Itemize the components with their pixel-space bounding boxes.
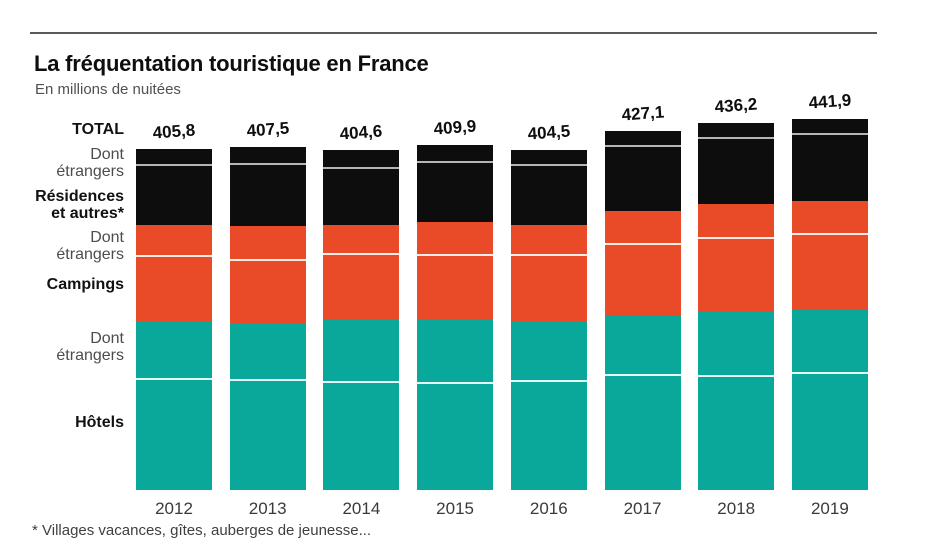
year-label-2012: 2012: [155, 499, 193, 518]
total-value-2015: 409,9: [433, 117, 477, 139]
total-value-2013: 407,5: [245, 119, 290, 141]
bar-2015: [417, 145, 494, 490]
bar-2016: [510, 150, 587, 490]
year-label-2015: 2015: [436, 499, 474, 518]
year-label-2013: 2013: [248, 499, 287, 518]
segment-hotels-2017: [604, 316, 681, 490]
row-label-line: Résidences: [35, 188, 124, 205]
chart-subtitle: En millions de nuitées: [35, 81, 181, 98]
chart-title: La fréquentation touristique en France: [34, 51, 429, 76]
segment-residences-2014: [323, 149, 400, 225]
dont-etrangers-divider: [604, 243, 681, 246]
dont-etrangers-divider: [323, 252, 400, 255]
bar-2013: [229, 147, 306, 490]
year-label-2014: 2014: [342, 499, 381, 518]
segment-campings-2013: [229, 225, 306, 323]
segment-hotels-2018: [698, 311, 775, 490]
row-label-total: TOTAL: [72, 121, 124, 138]
dont-etrangers-divider: [604, 144, 681, 147]
segment-hotels-2015: [417, 320, 494, 490]
dont-etrangers-divider: [510, 254, 587, 257]
segment-hotels-2016: [510, 322, 587, 490]
bar-2014: [323, 149, 400, 490]
bar-2012: [136, 148, 212, 490]
row-label-residences: Résidences et autres*: [14, 188, 124, 222]
dont-etrangers-divider: [229, 258, 306, 261]
dont-etrangers-divider: [698, 374, 775, 377]
segment-residences-2018: [698, 123, 775, 204]
dont-etrangers-divider: [417, 382, 494, 385]
dont-etrangers-divider: [604, 374, 681, 377]
dont-etrangers-divider: [136, 164, 212, 167]
row-label-dont-etrangers-hotels: Dont étrangers: [14, 330, 124, 364]
total-value-2019: 441,9: [807, 90, 852, 113]
dont-etrangers-divider: [791, 371, 868, 374]
row-label-line: et autres*: [51, 205, 124, 222]
segment-campings-2012: [136, 225, 212, 322]
segment-campings-2016: [510, 225, 587, 323]
segment-residences-2017: [604, 131, 681, 211]
year-label-2019: 2019: [810, 499, 849, 518]
segment-campings-2019: [791, 201, 868, 311]
segment-residences-2016: [510, 150, 587, 226]
row-label-line: Dont: [90, 330, 124, 347]
year-label-2017: 2017: [623, 499, 662, 518]
segment-residences-2019: [791, 118, 868, 202]
row-label-line: Dont: [90, 229, 124, 246]
dont-etrangers-divider: [417, 253, 494, 256]
dont-etrangers-divider: [510, 379, 587, 382]
segment-residences-2013: [229, 147, 306, 226]
dont-etrangers-divider: [791, 233, 868, 236]
row-label-line: étrangers: [56, 163, 124, 180]
bar-2017: [604, 131, 681, 490]
year-label-2016: 2016: [529, 499, 568, 518]
total-value-2016: 404,5: [526, 121, 571, 144]
segment-campings-2014: [323, 224, 400, 321]
segment-campings-2017: [604, 210, 681, 316]
total-value-2018: 436,2: [714, 94, 759, 117]
segment-campings-2015: [417, 222, 494, 321]
bar-2019: [791, 118, 868, 490]
total-value-2012: 405,8: [152, 120, 196, 143]
year-label-2018: 2018: [717, 499, 756, 518]
row-label-line: étrangers: [56, 246, 124, 263]
dont-etrangers-divider: [229, 379, 306, 382]
row-label-line: étrangers: [56, 347, 124, 364]
segment-hotels-2019: [791, 310, 868, 490]
total-value-2014: 404,6: [339, 121, 384, 144]
chart-footnote: * Villages vacances, gîtes, auberges de …: [32, 522, 372, 539]
segment-residences-2012: [136, 148, 212, 226]
segment-hotels-2014: [323, 320, 400, 490]
row-label-dont-etrangers-campings: Dont étrangers: [14, 229, 124, 263]
row-label-dont-etrangers-residences: Dont étrangers: [14, 146, 124, 180]
dont-etrangers-divider: [136, 254, 212, 257]
dont-etrangers-divider: [791, 132, 868, 135]
row-label-campings: Campings: [46, 276, 124, 293]
bar-2018: [698, 123, 775, 490]
dont-etrangers-divider: [229, 163, 306, 166]
row-label-line: Dont: [90, 146, 124, 163]
dont-etrangers-divider: [323, 166, 400, 169]
dont-etrangers-divider: [323, 380, 400, 383]
segment-hotels-2013: [229, 322, 306, 490]
dont-etrangers-divider: [417, 161, 494, 164]
segment-campings-2018: [698, 203, 775, 312]
segment-hotels-2012: [136, 321, 212, 490]
row-label-hotels: Hôtels: [75, 414, 124, 431]
segment-residences-2015: [417, 145, 494, 223]
dont-etrangers-divider: [698, 136, 775, 139]
dont-etrangers-divider: [698, 236, 775, 239]
dont-etrangers-divider: [510, 164, 587, 167]
top-rule-divider: [30, 32, 877, 34]
total-value-2017: 427,1: [620, 102, 665, 125]
dont-etrangers-divider: [136, 378, 212, 381]
